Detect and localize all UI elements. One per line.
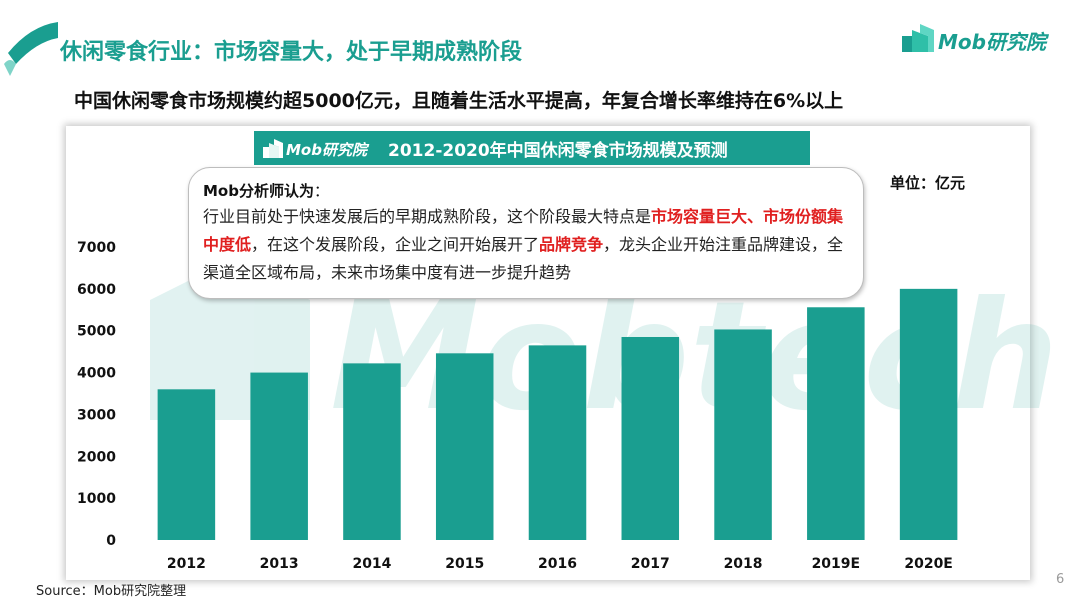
page-title: 休闲零食行业：市场容量大，处于早期成熟阶段 bbox=[60, 40, 523, 65]
y-tick-label: 7000 bbox=[77, 240, 116, 256]
x-tick-label: 2019E bbox=[812, 556, 861, 572]
bar-2012 bbox=[157, 389, 216, 540]
x-tick-label: 2014 bbox=[352, 556, 391, 572]
y-tick-label: 0 bbox=[106, 533, 116, 549]
bar-2019e bbox=[807, 307, 865, 540]
callout-heading: Mob分析师认为： bbox=[203, 180, 851, 201]
x-tick-label: 2012 bbox=[167, 556, 206, 572]
callout-heading-colon: ： bbox=[313, 182, 329, 200]
y-tick-label: 6000 bbox=[77, 282, 116, 298]
page-number: 6 bbox=[1056, 572, 1065, 587]
callout-heading-text: Mob分析师认为 bbox=[203, 182, 314, 200]
bar-2017 bbox=[621, 336, 680, 540]
banner-logo-text: Mob研究院 bbox=[286, 141, 367, 159]
x-tick-label: 2020E bbox=[904, 556, 953, 572]
chart-title: 2012-2020年中国休闲零食市场规模及预测 bbox=[388, 141, 728, 161]
bar-2013 bbox=[250, 372, 308, 540]
mob-logo: Mob研究院 bbox=[900, 22, 1060, 58]
mob-logo-icon bbox=[902, 24, 934, 52]
x-tick-label: 2015 bbox=[445, 556, 484, 572]
y-axis: 0 1000 2000 3000 4000 5000 6000 7000 bbox=[77, 240, 116, 549]
unit-label: 单位：亿元 bbox=[890, 174, 966, 192]
bars bbox=[157, 288, 958, 540]
y-tick-label: 2000 bbox=[77, 449, 116, 465]
banner-logo-icon bbox=[263, 139, 283, 158]
bar-2016 bbox=[528, 345, 587, 540]
callout-highlight-2: 品牌竞争 bbox=[539, 235, 604, 254]
x-tick-label: 2016 bbox=[538, 556, 577, 572]
y-tick-label: 1000 bbox=[77, 491, 116, 507]
x-axis: 2012 2013 2014 2015 2016 2017 2018 2019E 2020E bbox=[167, 556, 953, 572]
callout-text-2: ，在这个发展阶段，企业之间开始展开了 bbox=[251, 235, 540, 254]
page-subtitle: 中国休闲零食市场规模约超5000亿元，且随着生活水平提高，年复合增长率维持在6%… bbox=[74, 90, 844, 112]
y-tick-label: 4000 bbox=[77, 366, 116, 382]
bar-2015 bbox=[435, 353, 494, 540]
bar-2014 bbox=[343, 363, 401, 540]
x-tick-label: 2017 bbox=[631, 556, 670, 572]
chart-title-banner bbox=[254, 131, 810, 165]
y-tick-label: 3000 bbox=[77, 407, 116, 423]
analyst-callout: Mob分析师认为： 行业目前处于快速发展后的早期成熟阶段，这个阶段最大特点是市场… bbox=[188, 167, 864, 299]
callout-text-1: 行业目前处于快速发展后的早期成熟阶段，这个阶段最大特点是 bbox=[203, 207, 652, 226]
callout-text-3: ，龙头企业开始注重品牌建设，全渠道全区域布局，未来市场集中度有进一步提升趋势 bbox=[203, 235, 844, 282]
callout-body: 行业目前处于快速发展后的早期成熟阶段，这个阶段最大特点是市场容量巨大、市场份额集… bbox=[203, 203, 851, 287]
mob-logo-text: Mob研究院 bbox=[938, 30, 1046, 54]
callout-highlight-1: 市场容量巨大、市场份额集中度低 bbox=[203, 207, 844, 254]
bar-2018 bbox=[714, 329, 772, 540]
header-decoration bbox=[4, 22, 58, 76]
x-tick-label: 2018 bbox=[724, 556, 763, 572]
x-tick-label: 2013 bbox=[260, 556, 299, 572]
banner-logo: Mob研究院 bbox=[262, 137, 372, 161]
source-note: Source：Mob研究院整理 bbox=[36, 584, 187, 599]
y-tick-label: 5000 bbox=[77, 324, 116, 340]
bar-2020e bbox=[899, 288, 958, 540]
